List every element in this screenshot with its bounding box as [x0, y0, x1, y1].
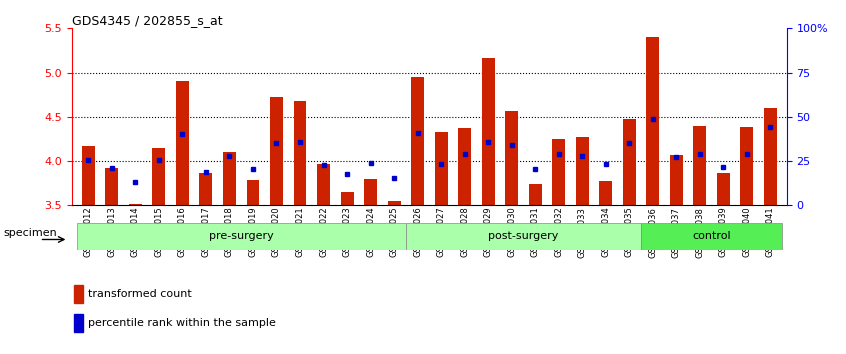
Bar — [246, 180, 260, 205]
Bar — [406, 223, 641, 250]
Bar — [481, 58, 495, 205]
Bar — [294, 101, 306, 205]
Text: GDS4345 / 202855_s_at: GDS4345 / 202855_s_at — [72, 14, 222, 27]
Bar — [223, 152, 236, 205]
Bar — [459, 128, 471, 205]
Bar — [764, 108, 777, 205]
Bar — [599, 181, 613, 205]
Bar — [82, 146, 95, 205]
Bar — [529, 184, 541, 205]
Text: pre-surgery: pre-surgery — [209, 231, 273, 241]
Bar — [646, 37, 659, 205]
Bar — [411, 77, 424, 205]
Text: transformed count: transformed count — [88, 289, 192, 299]
Bar — [106, 168, 118, 205]
Bar — [670, 155, 683, 205]
Bar — [740, 127, 753, 205]
Bar — [317, 164, 330, 205]
Bar — [623, 120, 635, 205]
Bar — [129, 204, 142, 205]
Bar — [341, 192, 354, 205]
Bar — [552, 139, 565, 205]
Bar — [505, 110, 518, 205]
Bar — [77, 223, 406, 250]
Bar — [74, 285, 83, 303]
Bar — [200, 172, 212, 205]
Bar — [270, 97, 283, 205]
Bar — [176, 81, 189, 205]
Text: control: control — [692, 231, 731, 241]
Bar — [435, 132, 448, 205]
Bar — [576, 137, 589, 205]
Bar — [152, 148, 165, 205]
Bar — [694, 126, 706, 205]
Bar — [74, 314, 83, 332]
Bar — [717, 172, 730, 205]
Bar — [364, 179, 377, 205]
Text: percentile rank within the sample: percentile rank within the sample — [88, 318, 276, 328]
Bar — [387, 201, 400, 205]
Bar — [641, 223, 782, 250]
Text: post-surgery: post-surgery — [488, 231, 558, 241]
Text: specimen: specimen — [3, 228, 58, 238]
